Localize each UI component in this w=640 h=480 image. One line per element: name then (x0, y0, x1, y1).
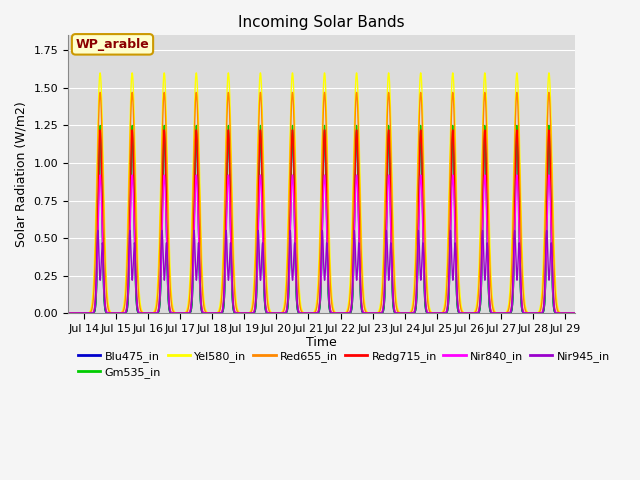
Red655_in (571, 310, 579, 316)
Title: Incoming Solar Bands: Incoming Solar Bands (238, 15, 404, 30)
Gm535_in (467, 310, 474, 316)
Blu475_in (364, 310, 372, 316)
Nir945_in (364, 310, 372, 316)
Blu475_in (467, 310, 474, 316)
Blu475_in (440, 310, 447, 316)
Gm535_in (386, 163, 394, 168)
Nir945_in (571, 310, 579, 316)
Line: Blu475_in: Blu475_in (68, 130, 575, 313)
Legend: Blu475_in, Gm535_in, Yel580_in, Red655_in, Redg715_in, Nir840_in, Nir945_in: Blu475_in, Gm535_in, Yel580_in, Red655_i… (74, 347, 614, 383)
Nir840_in (545, 172, 553, 178)
Gm535_in (571, 310, 579, 316)
Nir840_in (440, 310, 447, 316)
Redg715_in (571, 310, 579, 316)
Gm535_in (90, 310, 97, 316)
Nir840_in (364, 310, 372, 316)
Nir945_in (64, 310, 72, 316)
Yel580_in (467, 310, 474, 316)
Nir840_in (64, 310, 72, 316)
Red655_in (386, 108, 394, 114)
Text: WP_arable: WP_arable (76, 38, 149, 51)
Gm535_in (64, 310, 72, 316)
Line: Gm535_in: Gm535_in (68, 125, 575, 313)
Nir945_in (90, 310, 97, 316)
Gm535_in (545, 122, 553, 128)
Line: Nir945_in: Nir945_in (68, 230, 575, 313)
Blu475_in (571, 310, 579, 316)
Blu475_in (545, 127, 553, 133)
Yel580_in (248, 305, 255, 311)
Yel580_in (571, 310, 579, 316)
Nir945_in (467, 310, 474, 316)
Gm535_in (364, 310, 372, 316)
Line: Red655_in: Red655_in (68, 93, 575, 313)
Redg715_in (64, 310, 72, 316)
X-axis label: Time: Time (306, 336, 337, 349)
Red655_in (467, 310, 474, 316)
Yel580_in (386, 87, 394, 93)
Blu475_in (386, 167, 394, 172)
Redg715_in (364, 310, 372, 316)
Nir945_in (222, 228, 230, 233)
Red655_in (64, 310, 72, 316)
Red655_in (440, 309, 447, 315)
Red655_in (545, 90, 553, 96)
Gm535_in (440, 310, 447, 316)
Redg715_in (467, 310, 474, 316)
Blu475_in (248, 310, 255, 316)
Nir945_in (386, 255, 394, 261)
Blu475_in (64, 310, 72, 316)
Redg715_in (440, 310, 447, 316)
Nir945_in (248, 310, 255, 316)
Line: Redg715_in: Redg715_in (68, 130, 575, 313)
Blu475_in (90, 310, 97, 316)
Redg715_in (386, 156, 394, 162)
Redg715_in (90, 309, 97, 315)
Nir840_in (571, 310, 579, 316)
Yel580_in (545, 70, 553, 76)
Red655_in (248, 309, 255, 314)
Nir840_in (90, 310, 97, 315)
Yel580_in (64, 310, 72, 316)
Gm535_in (248, 310, 255, 316)
Nir840_in (467, 310, 474, 316)
Y-axis label: Solar Radiation (W/m2): Solar Radiation (W/m2) (15, 101, 28, 247)
Redg715_in (248, 310, 255, 316)
Yel580_in (440, 306, 447, 312)
Line: Nir840_in: Nir840_in (68, 175, 575, 313)
Nir945_in (440, 310, 447, 316)
Nir840_in (386, 194, 394, 200)
Red655_in (364, 310, 372, 316)
Yel580_in (364, 310, 372, 315)
Line: Yel580_in: Yel580_in (68, 73, 575, 313)
Yel580_in (90, 281, 97, 287)
Redg715_in (545, 127, 553, 133)
Nir840_in (248, 310, 255, 316)
Red655_in (90, 294, 97, 300)
